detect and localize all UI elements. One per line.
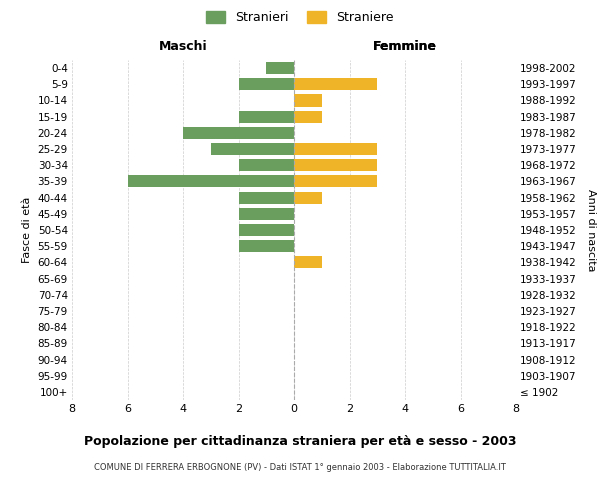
Text: Popolazione per cittadinanza straniera per età e sesso - 2003: Popolazione per cittadinanza straniera p… [84,435,516,448]
Bar [294,110,322,122]
Bar [294,192,322,203]
Bar [239,159,294,172]
Text: Femmine: Femmine [373,40,437,52]
Bar [211,143,294,155]
Bar [294,94,322,106]
Bar [239,240,294,252]
Bar [266,62,294,74]
Bar [128,176,294,188]
Bar [239,208,294,220]
Bar [239,224,294,236]
Bar [239,192,294,203]
Bar [294,78,377,90]
Y-axis label: Fasce di età: Fasce di età [22,197,32,263]
Y-axis label: Anni di nascita: Anni di nascita [586,188,596,271]
Bar [294,143,377,155]
Bar [294,256,322,268]
Bar [294,176,377,188]
Bar [183,127,294,139]
Text: COMUNE DI FERRERA ERBOGNONE (PV) - Dati ISTAT 1° gennaio 2003 - Elaborazione TUT: COMUNE DI FERRERA ERBOGNONE (PV) - Dati … [94,462,506,471]
Text: Femmine: Femmine [373,40,437,53]
Bar [239,110,294,122]
Bar [239,78,294,90]
Text: Maschi: Maschi [158,40,208,52]
Legend: Stranieri, Straniere: Stranieri, Straniere [202,6,398,29]
Bar [294,159,377,172]
